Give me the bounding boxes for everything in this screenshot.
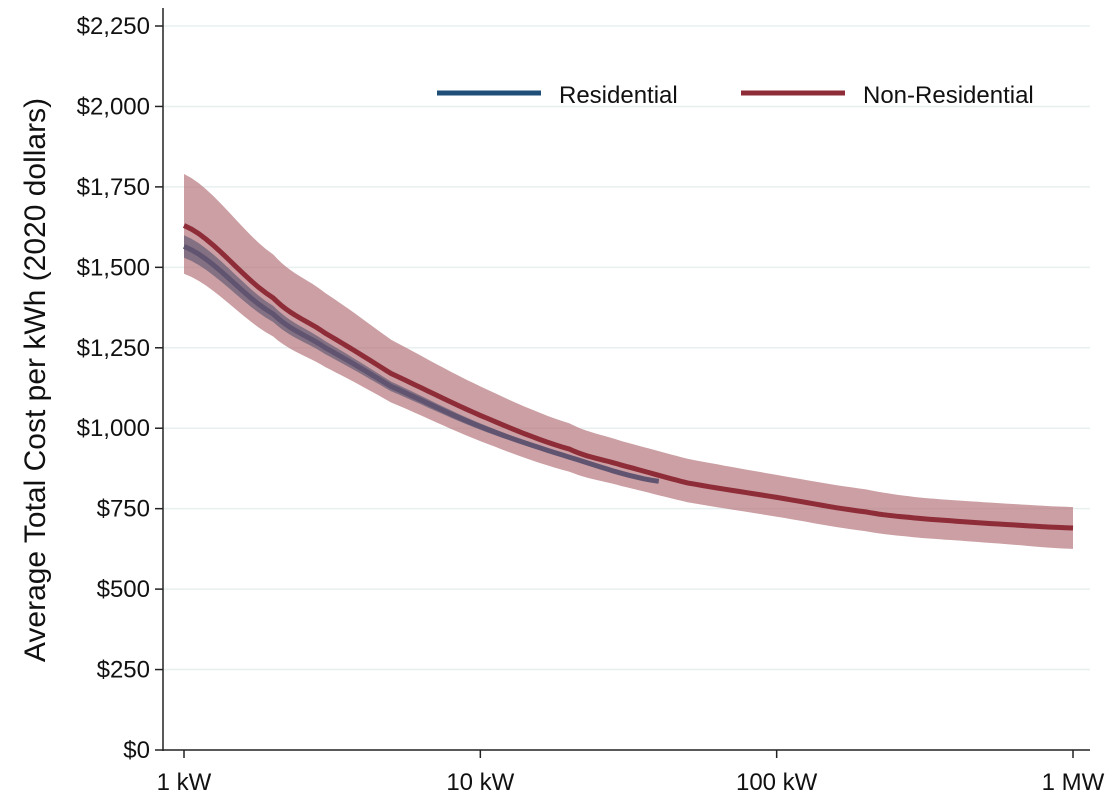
y-tick-label: $750 <box>97 496 150 523</box>
line-residential <box>182 244 660 484</box>
band-non-residential <box>184 174 1073 549</box>
y-tick-label: $2,000 <box>77 93 150 120</box>
y-axis-label: Average Total Cost per kWh (2020 dollars… <box>19 98 52 662</box>
y-tick-label: $1,750 <box>77 174 150 201</box>
y-tick-label: $1,250 <box>77 335 150 362</box>
y-tick-label: $1,500 <box>77 254 150 281</box>
y-tick-label: $2,250 <box>77 13 150 40</box>
confidence-bands <box>184 174 1073 549</box>
legend-label-residential: Residential <box>559 82 678 109</box>
line-non-residential <box>182 223 1074 531</box>
x-tick-label: 100 kW <box>736 769 818 796</box>
legend-label-non-residential: Non-Residential <box>863 82 1034 109</box>
y-ticks: $0 $250 $500 $750 $1,000 $1,250 $1,500 $1,750 $2… <box>77 13 163 764</box>
y-tick-label: $250 <box>97 657 150 684</box>
legend: Residential Non-Residential <box>437 82 1034 109</box>
axes <box>162 8 1090 751</box>
y-tick-label: $0 <box>123 737 150 764</box>
x-tick-label: 1 MW <box>1042 769 1105 796</box>
y-tick-label: $1,000 <box>77 415 150 442</box>
y-tick-label: $500 <box>97 576 150 603</box>
x-tick-label: 10 kW <box>446 769 514 796</box>
x-tick-label: 1 kW <box>157 769 212 796</box>
x-ticks: 1 kW 10 kW 100 kW 1 MW <box>157 750 1105 796</box>
series-lines <box>182 223 1074 531</box>
